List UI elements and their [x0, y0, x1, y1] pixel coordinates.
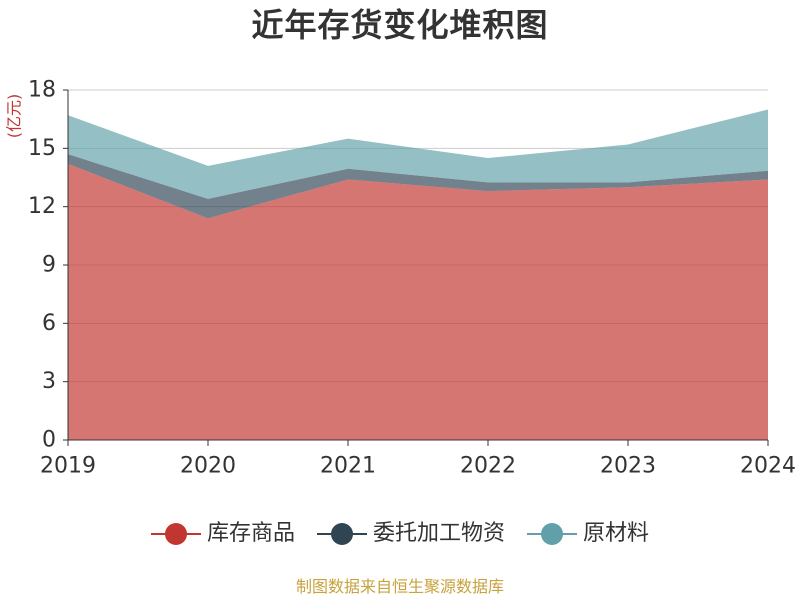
y-axis-unit-label: (亿元) — [5, 94, 24, 139]
legend-marker-icon — [316, 522, 367, 546]
legend-marker-icon — [150, 522, 201, 546]
y-tick-label: 15 — [28, 136, 56, 161]
y-tick-label: 9 — [42, 253, 56, 278]
legend-item-库存商品[interactable]: 库存商品 — [150, 520, 295, 548]
x-tick-label: 2024 — [740, 454, 796, 479]
x-tick-label: 2021 — [320, 454, 376, 479]
x-tick-label: 2023 — [600, 454, 656, 479]
x-tick-label: 2019 — [40, 454, 96, 479]
area-委托加工物资 — [68, 154, 768, 219]
data-source-note: 制图数据来自恒生聚源数据库 — [295, 577, 504, 596]
y-tick-label: 0 — [42, 428, 56, 453]
chart-legend: 库存商品 委托加工物资 原材料 — [0, 514, 800, 554]
area-库存商品 — [68, 163, 768, 440]
chart-title: 近年存货变化堆积图 — [251, 6, 549, 44]
legend-label: 原材料 — [583, 521, 650, 546]
y-tick-label: 6 — [42, 311, 56, 336]
legend-label: 库存商品 — [206, 521, 295, 546]
x-tick-label: 2022 — [460, 454, 516, 479]
y-tick-label: 3 — [42, 369, 56, 394]
y-tick-label: 18 — [28, 78, 56, 103]
y-tick-label: 12 — [28, 194, 56, 219]
legend-item-委托加工物资[interactable]: 委托加工物资 — [316, 520, 505, 548]
axes — [63, 89, 769, 446]
x-tick-labels: 2019 2020 2021 2022 2023 2024 — [40, 454, 796, 479]
legend-label: 委托加工物资 — [372, 521, 505, 546]
area-series — [68, 109, 768, 440]
x-tick-label: 2020 — [180, 454, 236, 479]
legend-marker-icon — [527, 522, 577, 546]
y-tick-labels: 0 3 6 9 12 15 18 — [28, 78, 56, 453]
legend-item-原材料[interactable]: 原材料 — [527, 520, 649, 548]
area-原材料 — [68, 109, 768, 199]
